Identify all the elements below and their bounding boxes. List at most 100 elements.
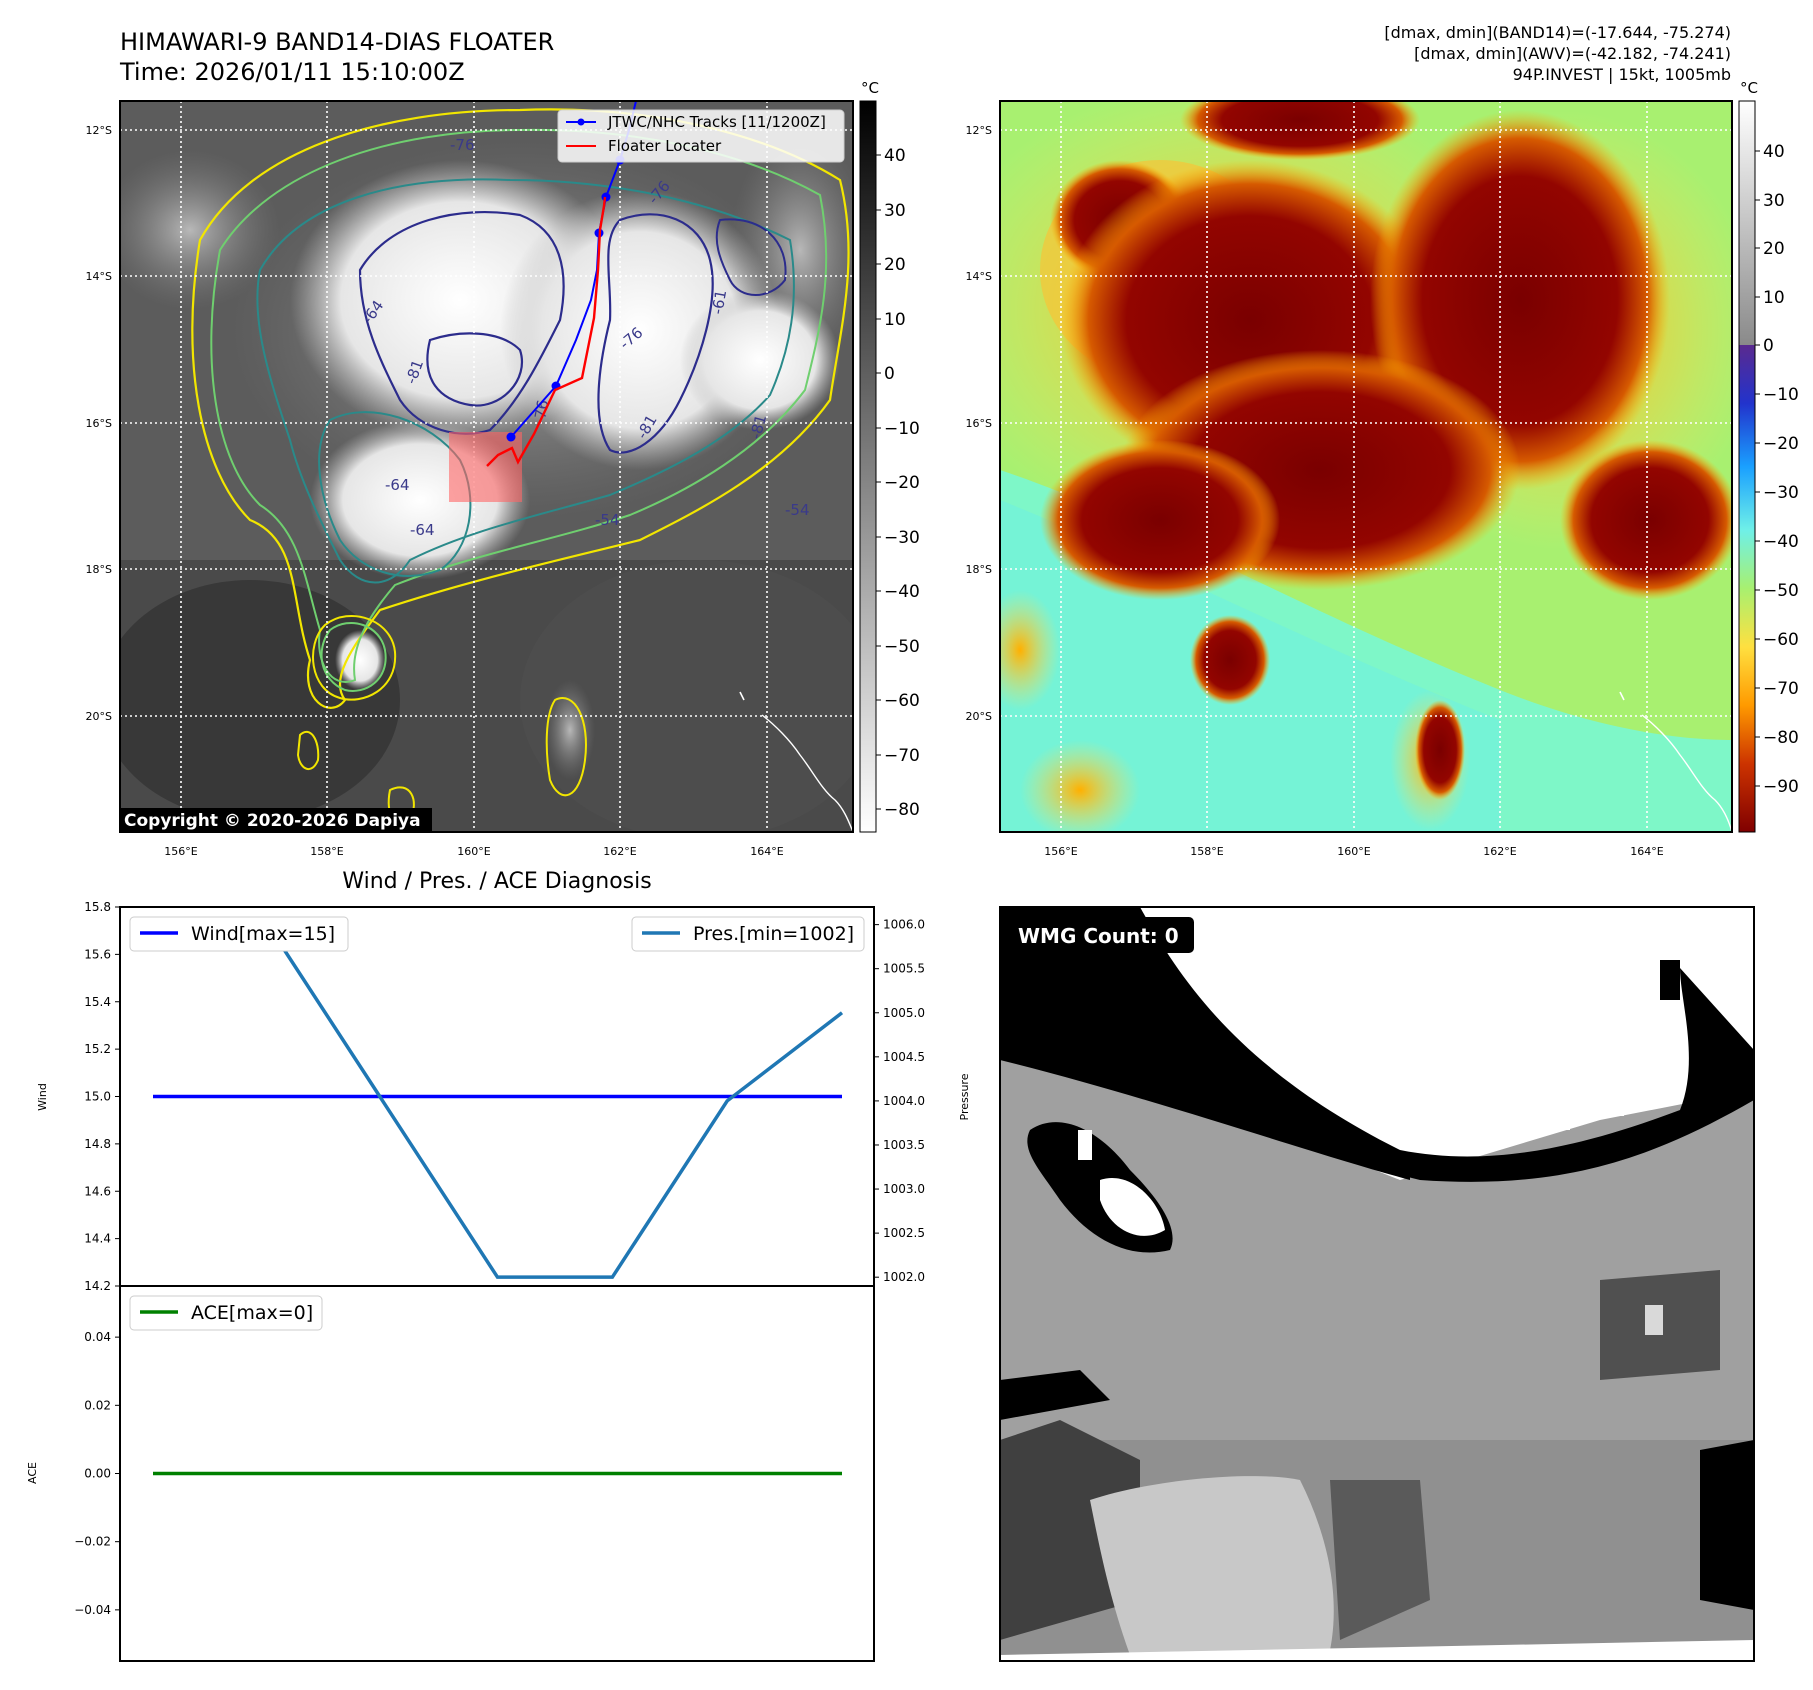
tick-label: 1006.0 <box>883 918 925 932</box>
floater-box <box>449 432 522 502</box>
colorbar-tick: −20 <box>884 473 920 493</box>
colorbar-tick: 0 <box>1763 336 1774 356</box>
pressure-legend <box>631 916 865 952</box>
tick-label: 15.6 <box>84 947 111 961</box>
tick-label: 14.2 <box>84 1279 111 1293</box>
wmg-count: WMG Count: 0 <box>1018 924 1179 948</box>
lat-label: 18°S <box>86 563 112 576</box>
colorbar-tick: 40 <box>1763 142 1785 162</box>
tick-label: 0.00 <box>84 1467 111 1481</box>
ace-legend <box>129 1295 323 1331</box>
ace-ylabel: ACE <box>26 1462 39 1484</box>
legend-wind: Wind[max=15] <box>191 923 335 945</box>
colorbar-tick: 20 <box>884 255 906 275</box>
enh-colorbar-ticks: 40 30 20 10 0 −10 −20 −30 −40 −50 −60 −7… <box>1755 142 1799 797</box>
tick-label: 0.02 <box>84 1398 111 1412</box>
contour-label: -81 <box>746 413 770 441</box>
contour-label: -61 <box>708 288 730 315</box>
wind-legend <box>129 916 349 952</box>
info-awv: [dmax, dmin](AWV)=(-42.182, -74.241) <box>1414 44 1731 63</box>
colorbar-tick: −50 <box>1763 581 1799 601</box>
lon-label: 164°E <box>1630 845 1663 858</box>
ir-map: -64 -76 -81 -76 -64 -54 -64 -76 -81 -54 … <box>86 79 920 858</box>
tick-label: 15.0 <box>84 1090 111 1104</box>
lon-label: 160°E <box>1337 845 1370 858</box>
tick-label: 14.6 <box>84 1184 111 1198</box>
tick-label: 1003.0 <box>883 1182 925 1196</box>
legend-floater: Floater Locater <box>608 137 722 155</box>
colorbar-tick: −70 <box>884 746 920 766</box>
diagnosis-chart: Wind / Pres. / ACE Diagnosis 15.815.615.… <box>26 869 971 1662</box>
tick-label: 15.2 <box>84 1042 111 1056</box>
tick-label: 1002.5 <box>883 1226 925 1240</box>
wmg-badge <box>1008 917 1194 953</box>
lat-label: 14°S <box>966 270 992 283</box>
tick-label: 15.4 <box>84 995 111 1009</box>
legend-pressure: Pres.[min=1002] <box>693 923 854 945</box>
lon-label: 162°E <box>603 845 636 858</box>
colorbar-tick: −40 <box>1763 532 1799 552</box>
colorbar-tick: 20 <box>1763 239 1785 259</box>
colorbar-tick: 30 <box>884 201 906 221</box>
tick-label: 1004.0 <box>883 1094 925 1108</box>
colorbar-tick: −30 <box>1763 483 1799 503</box>
figure-time: Time: 2026/01/11 15:10:00Z <box>119 58 465 86</box>
colorbar-tick: −10 <box>1763 385 1799 405</box>
colorbar-tick: 40 <box>884 146 906 166</box>
tick-label: 0.04 <box>84 1330 111 1344</box>
contour-label: -64 <box>410 521 435 539</box>
copyright: Copyright © 2020-2026 Dapiya <box>124 811 421 831</box>
lon-label: 158°E <box>310 845 343 858</box>
tick-label: 1004.5 <box>883 1050 925 1064</box>
tick-label: 1005.0 <box>883 1006 925 1020</box>
lat-label: 12°S <box>86 124 112 137</box>
lon-label: 156°E <box>1044 845 1077 858</box>
wind-ylabel: Wind <box>36 1083 49 1111</box>
ir-legend <box>557 109 845 163</box>
wind-yticks: 15.8 15.6 15.4 15.2 15.0 14.8 14.6 14.4 14.2 <box>84 900 120 1293</box>
legend-ace: ACE[max=0] <box>191 1302 313 1324</box>
lat-label: 16°S <box>86 417 112 430</box>
track-point <box>601 192 611 202</box>
colorbar-tick: −60 <box>884 691 920 711</box>
tick-label: 1002.0 <box>883 1270 925 1284</box>
lon-label: 162°E <box>1483 845 1516 858</box>
colorbar-tick: −60 <box>1763 630 1799 650</box>
copyright-box <box>120 808 432 832</box>
lat-label: 18°S <box>966 563 992 576</box>
lon-label: 164°E <box>750 845 783 858</box>
colorbar-tick: −30 <box>884 528 920 548</box>
enh-colorbar-unit: °C <box>1740 79 1758 97</box>
lat-label: 12°S <box>966 124 992 137</box>
contour-label: -54 <box>785 501 810 519</box>
tick-label: 14.4 <box>84 1232 111 1246</box>
contour-label: -54 <box>595 511 620 529</box>
enhanced-map: 12°S 14°S 16°S 18°S 20°S 156°E 158°E 160… <box>966 79 1799 858</box>
tick-label: 1003.5 <box>883 1138 925 1152</box>
lat-label: 16°S <box>966 417 992 430</box>
lon-label: 156°E <box>164 845 197 858</box>
lat-label: 20°S <box>86 710 112 723</box>
diagnosis-title: Wind / Pres. / ACE Diagnosis <box>342 869 651 894</box>
lon-label: 158°E <box>1190 845 1223 858</box>
legend-track: JTWC/NHC Tracks [11/1200Z] <box>607 113 826 131</box>
wmg-panel: WMG Count: 0 <box>999 906 1755 1662</box>
tick-label: 14.8 <box>84 1137 111 1151</box>
colorbar-tick: −80 <box>884 800 920 820</box>
contour-label: -64 <box>385 476 410 494</box>
floater-track-line <box>486 196 607 467</box>
contour-label: -76 <box>450 136 475 154</box>
colorbar-tick: −10 <box>884 419 920 439</box>
colorbar-tick: −80 <box>1763 728 1799 748</box>
colorbar-tick: −50 <box>884 637 920 657</box>
info-band14: [dmax, dmin](BAND14)=(-17.644, -75.274) <box>1384 23 1731 42</box>
figure-title: HIMAWARI-9 BAND14-DIAS FLOATER <box>120 28 554 56</box>
colorbar-tick: −40 <box>884 582 920 602</box>
enh-colorbar-warm <box>1739 101 1755 345</box>
enh-colorbar <box>1738 100 1756 833</box>
colorbar-tick: 10 <box>884 310 906 330</box>
colorbar-tick: 10 <box>1763 288 1785 308</box>
colorbar-tick: −70 <box>1763 679 1799 699</box>
tick-label: −0.02 <box>74 1535 111 1549</box>
